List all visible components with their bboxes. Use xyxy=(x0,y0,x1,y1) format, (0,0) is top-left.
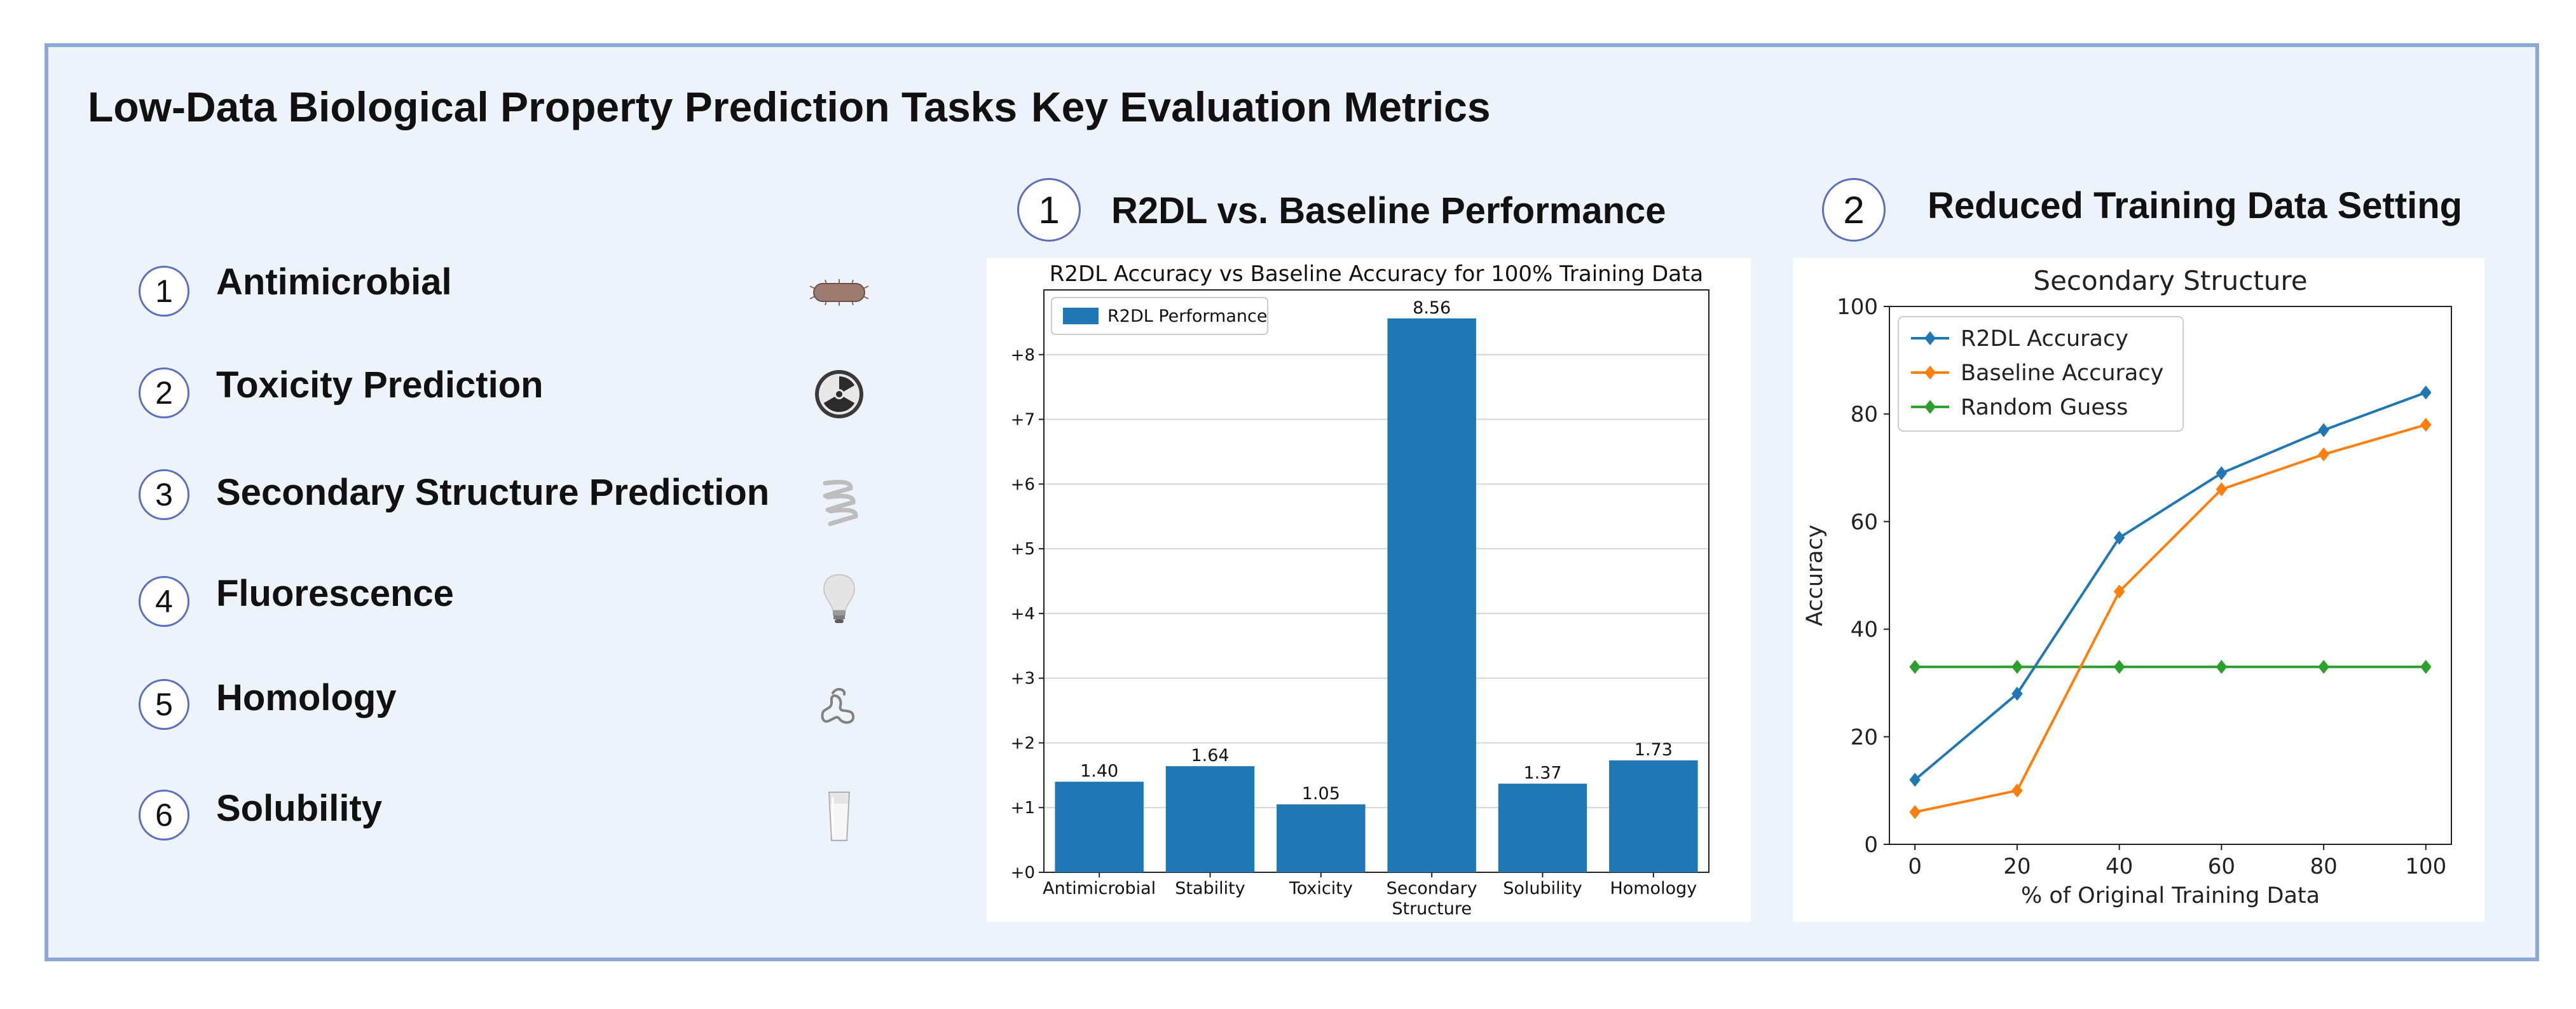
metrics-section-title: Key Evaluation Metrics xyxy=(1031,83,1491,130)
legend-label: Baseline Accuracy xyxy=(1961,360,2163,386)
legend-label: Random Guess xyxy=(1961,395,2128,420)
task-number-3: 3 xyxy=(139,469,189,520)
data-point xyxy=(2216,466,2228,481)
line-chart-legend: R2DL Accuracy Baseline Accuracy Random Gue… xyxy=(1898,316,2184,432)
metric-number-2: 2 xyxy=(1822,178,1886,242)
tasks-section-title: Low-Data Biological Property Prediction … xyxy=(88,83,1018,130)
bar-value-label: 1.37 xyxy=(1523,764,1561,783)
y-tick-label: +5 xyxy=(1011,540,1035,559)
bar-3 xyxy=(1387,318,1476,872)
legend-marker xyxy=(1924,366,1936,380)
y-axis-label: Accuracy xyxy=(1802,525,1828,626)
y-tick-label: +3 xyxy=(1011,669,1035,689)
bar-value-label: 1.73 xyxy=(1634,740,1673,760)
protein-fold-icon xyxy=(807,674,871,738)
task-label-fluorescence: Fluorescence xyxy=(216,573,454,614)
task-label-antimicrobial: Antimicrobial xyxy=(216,261,452,303)
y-tick-label: 20 xyxy=(1851,725,1878,750)
bar-4 xyxy=(1498,783,1587,872)
y-tick-label: +4 xyxy=(1011,605,1035,624)
legend-swatch xyxy=(1063,308,1099,324)
line-chart: Secondary Structure 0 20 40 60 80 100 0 20 40 60 80… xyxy=(1802,265,2452,909)
task-label-homology: Homology xyxy=(216,677,397,718)
data-point xyxy=(1909,805,1921,820)
x-tick-label: Secondary Structure xyxy=(1387,879,1477,919)
y-tick-label: +0 xyxy=(1011,863,1035,882)
data-point xyxy=(2318,423,2329,437)
data-point xyxy=(2318,659,2329,674)
metric2-title: Reduced Training Data Setting xyxy=(1928,185,2463,226)
bar-chart-title: R2DL Accuracy vs Baseline Accuracy for 1… xyxy=(1050,261,1704,287)
legend-box xyxy=(1051,297,1268,335)
bar-chart-legend: R2DL Performance xyxy=(1051,297,1268,335)
legend-marker xyxy=(1924,400,1936,414)
y-tick-label: +2 xyxy=(1011,734,1035,753)
lightbulb-icon xyxy=(807,568,871,632)
x-tick-label: Stability xyxy=(1175,879,1245,898)
x-tick-label: 40 xyxy=(2106,854,2133,879)
helix-icon xyxy=(807,470,871,534)
data-point xyxy=(2420,659,2432,674)
y-tick-label: 60 xyxy=(1851,509,1878,535)
task-number-1: 1 xyxy=(139,266,189,317)
radiation-icon xyxy=(807,362,871,426)
x-tick-label: Antimicrobial xyxy=(1043,879,1156,898)
plot-frame xyxy=(1889,306,2452,845)
bar-value-label: 1.40 xyxy=(1080,762,1118,781)
bar-1 xyxy=(1165,766,1255,872)
x-axis-label: % of Original Training Data xyxy=(2021,883,2320,909)
series-line-1 xyxy=(1914,423,2427,814)
task-number-4: 4 xyxy=(139,576,189,627)
bar-value-label: 1.64 xyxy=(1191,746,1229,765)
x-tick-label: Homology xyxy=(1610,879,1697,898)
bar-chart: R2DL Accuracy vs Baseline Accuracy for 1… xyxy=(1011,261,1709,919)
x-tick-label: Solubility xyxy=(1503,879,1582,898)
task-number-2: 2 xyxy=(139,367,189,418)
data-point xyxy=(2318,447,2329,462)
task-label-secondary-structure: Secondary Structure Prediction xyxy=(216,472,770,513)
data-point xyxy=(1909,659,1921,674)
y-tick-label: +8 xyxy=(1011,346,1035,365)
data-point xyxy=(2011,659,2023,674)
y-tick-label: 100 xyxy=(1837,294,1878,320)
legend-label: R2DL Performance xyxy=(1107,306,1267,326)
line-chart-panel: Secondary Structure 0 20 40 60 80 100 0 20 40 60 80… xyxy=(1793,258,2484,922)
task-number-6: 6 xyxy=(139,790,189,841)
metric1-title: R2DL vs. Baseline Performance xyxy=(1111,190,1666,231)
bar-5 xyxy=(1609,760,1698,872)
bar-value-label: 1.05 xyxy=(1302,784,1340,804)
bar-value-label: 8.56 xyxy=(1413,298,1451,318)
bar-chart-panel: R2DL Accuracy vs Baseline Accuracy for 1… xyxy=(987,258,1751,922)
y-tick-label: 40 xyxy=(1851,617,1878,643)
data-point xyxy=(2420,418,2432,432)
line-chart-title: Secondary Structure xyxy=(2033,265,2307,296)
plot-frame xyxy=(1043,289,1709,873)
legend-box xyxy=(1898,316,2184,432)
task-label-toxicity: Toxicity Prediction xyxy=(216,364,544,406)
x-tick-label: 60 xyxy=(2208,854,2235,879)
data-point xyxy=(2216,659,2228,674)
legend-label: R2DL Accuracy xyxy=(1961,326,2128,352)
data-point xyxy=(2113,659,2125,674)
task-number-5: 5 xyxy=(139,679,189,730)
bar-2 xyxy=(1277,804,1366,872)
x-tick-label: 0 xyxy=(1908,854,1922,879)
x-tick-label: 20 xyxy=(2003,854,2031,879)
x-tick-label: 100 xyxy=(2405,854,2446,879)
bar-0 xyxy=(1055,781,1144,872)
y-tick-label: 80 xyxy=(1851,402,1878,427)
metric-number-1: 1 xyxy=(1017,178,1081,242)
y-tick-label: 0 xyxy=(1864,832,1878,858)
series-line-0 xyxy=(1914,391,2427,781)
bacterium-icon xyxy=(807,261,871,324)
x-tick-label: Toxicity xyxy=(1289,879,1353,898)
y-tick-label: +7 xyxy=(1011,411,1035,430)
task-label-solubility: Solubility xyxy=(216,788,382,829)
water-glass-icon xyxy=(807,785,871,848)
y-tick-label: +6 xyxy=(1011,475,1035,494)
data-point xyxy=(2420,385,2432,400)
y-tick-label: +1 xyxy=(1011,799,1035,818)
legend-marker xyxy=(1924,331,1936,345)
x-tick-label: 80 xyxy=(2310,854,2337,879)
